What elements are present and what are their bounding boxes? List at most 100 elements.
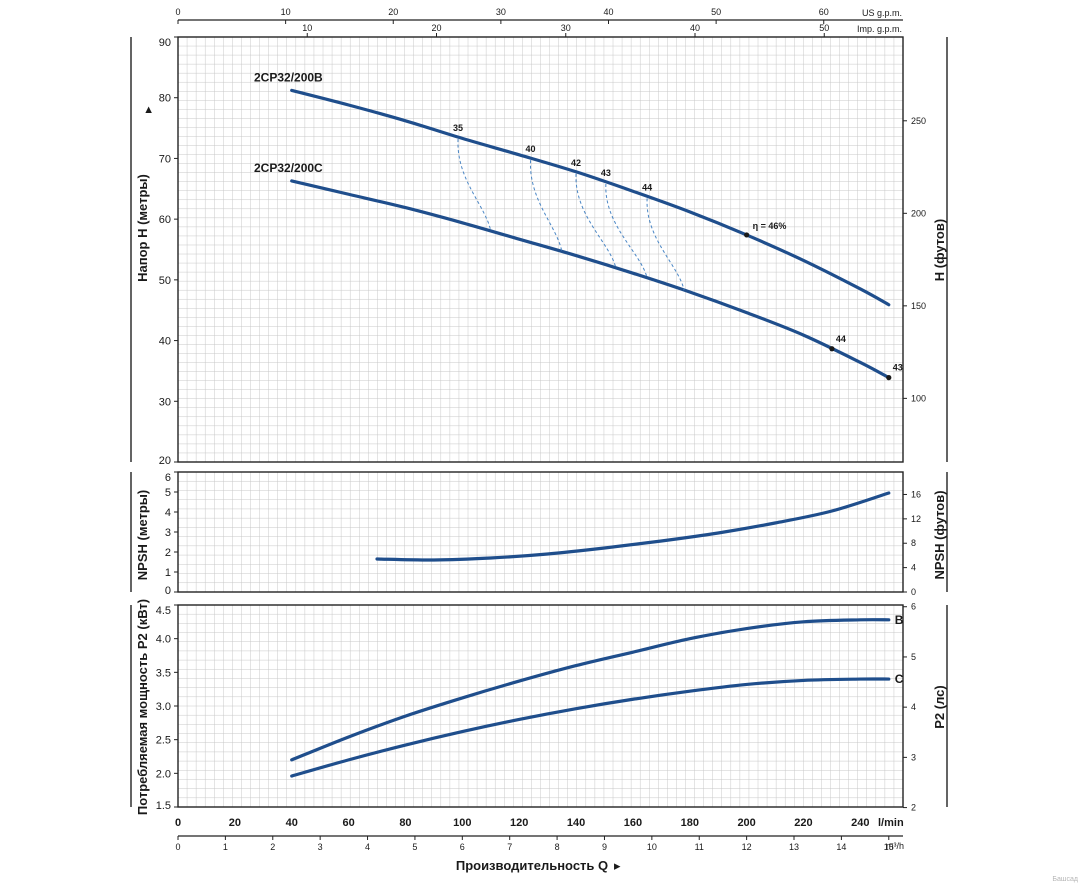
series-label-2cp32-200c: 2CP32/200C (254, 161, 323, 175)
y2-tick-label: 8 (911, 538, 916, 548)
lmin-tick-label: 160 (624, 817, 642, 829)
us-gpm-tick-label: 10 (281, 7, 291, 17)
power-y2label: P2 (лс) (932, 685, 947, 729)
lmin-tick-label: 220 (794, 817, 812, 829)
us-gpm-tick-label: 30 (496, 7, 506, 17)
m3h-tick-label: 2 (270, 842, 275, 852)
efficiency-marker-point (886, 375, 892, 381)
y-tick-label: 1 (165, 567, 171, 579)
label-layer: Напор H (метры) H (футов) NPSH (метры) N… (135, 8, 1078, 883)
y-tick-label: 4.0 (156, 634, 171, 646)
npsh-y2label: NPSH (футов) (932, 490, 947, 579)
efficiency-line-42 (575, 173, 617, 269)
series-label-2cp32-200b: 2CP32/200B (254, 70, 323, 84)
m3h-tick-label: 0 (175, 842, 180, 852)
y-tick-label: 4 (165, 507, 171, 519)
lmin-tick-label: 180 (681, 817, 699, 829)
panel-frames (130, 19, 948, 840)
efficiency-label-40: 40 (526, 144, 536, 154)
y-tick-label: 40 (159, 336, 171, 348)
efficiency-line-43 (605, 183, 648, 279)
imp-gpm-tick-label: 30 (561, 23, 571, 33)
efficiency-line-40 (530, 160, 563, 252)
curve-2cp32-200b (290, 88, 891, 307)
y-tick-label: 3.5 (156, 667, 171, 679)
x-axis-title: Производительность Q (456, 858, 608, 873)
lmin-tick-label: 0 (175, 817, 181, 829)
efficiency-marker-label: η = 46% (753, 221, 787, 231)
y-tick-label: 2 (165, 547, 171, 559)
lmin-tick-label: 200 (737, 817, 755, 829)
m3h-tick-label: 14 (836, 842, 846, 852)
us-gpm-tick-label: 60 (819, 7, 829, 17)
y2-tick-label: 250 (911, 116, 926, 126)
y2-tick-label: 3 (911, 752, 916, 762)
lmin-label: l/min (878, 817, 904, 829)
efficiency-marker-label: 44 (836, 334, 846, 344)
m3h-tick-label: 4 (365, 842, 370, 852)
efficiency-label-43: 43 (601, 168, 611, 178)
us-gpm-label: US g.p.m. (862, 8, 902, 18)
y2-tick-label: 100 (911, 393, 926, 403)
series-label-c: C (895, 672, 904, 686)
panel-frame-0 (177, 36, 904, 463)
y-tick-label: 3 (165, 527, 171, 539)
imp-gpm-tick-label: 40 (690, 23, 700, 33)
m3h-tick-label: 3 (318, 842, 323, 852)
m3h-tick-label: 8 (555, 842, 560, 852)
curve-c (290, 677, 891, 778)
grid-layer (177, 36, 904, 808)
us-gpm-tick-label: 0 (175, 7, 180, 17)
lmin-tick-label: 20 (229, 817, 241, 829)
efficiency-marker-point (744, 232, 750, 238)
head-ylabel-arrow: ▸ (140, 106, 155, 113)
m3h-tick-label: 7 (507, 842, 512, 852)
us-gpm-tick-label: 50 (711, 7, 721, 17)
y-tick-label: 3.0 (156, 701, 171, 713)
lmin-tick-label: 100 (453, 817, 471, 829)
y2-tick-label: 2 (911, 803, 916, 813)
efficiency-marker-point (829, 346, 835, 352)
y2-tick-label: 16 (911, 489, 921, 499)
power-ylabel: Потребляемая мощность P2 (кВт) (135, 599, 150, 815)
m3h-tick-label: 9 (602, 842, 607, 852)
curve-npsh (375, 491, 891, 562)
y2-tick-label: 12 (911, 514, 921, 524)
lmin-tick-label: 120 (510, 817, 528, 829)
watermark: Башсад (1052, 876, 1078, 883)
imp-gpm-tick-label: 10 (302, 23, 312, 33)
lmin-tick-label: 240 (851, 817, 869, 829)
efficiency-line-44 (646, 198, 685, 291)
m3h-label: m³/h (886, 841, 904, 851)
y-tick-label: 4.5 (156, 605, 171, 617)
efficiency-marker-label: 43 (893, 363, 903, 373)
y2-tick-label: 4 (911, 563, 916, 573)
m3h-tick-label: 13 (789, 842, 799, 852)
y2-tick-label: 5 (911, 652, 916, 662)
y-tick-label: 30 (159, 396, 171, 408)
y-tick-label: 60 (159, 214, 171, 226)
us-gpm-tick-label: 20 (388, 7, 398, 17)
tick-labels: 908070605040302065432104.54.03.53.02.52.… (156, 7, 926, 852)
y-tick-label: 0 (165, 585, 171, 597)
head-y2label: H (футов) (932, 219, 947, 281)
series-label-b: B (895, 613, 904, 627)
m3h-tick-label: 11 (695, 842, 704, 852)
y-tick-label: 2.5 (156, 735, 171, 747)
imp-gpm-tick-label: 20 (431, 23, 441, 33)
m3h-tick-label: 10 (647, 842, 657, 852)
imp-gpm-label: Imp. g.p.m. (857, 24, 902, 34)
y2-tick-label: 0 (911, 587, 916, 597)
x-axis-arrow: ▸ (614, 858, 621, 873)
lmin-tick-label: 60 (342, 817, 354, 829)
us-gpm-tick-label: 40 (603, 7, 613, 17)
y-tick-label: 70 (159, 153, 171, 165)
curve-b (290, 618, 891, 762)
curve-layer (290, 88, 892, 778)
y-tick-label: 6 (165, 472, 171, 484)
lmin-tick-label: 80 (399, 817, 411, 829)
m3h-tick-label: 5 (412, 842, 417, 852)
npsh-ylabel: NPSH (метры) (135, 490, 150, 580)
m3h-tick-label: 1 (223, 842, 228, 852)
